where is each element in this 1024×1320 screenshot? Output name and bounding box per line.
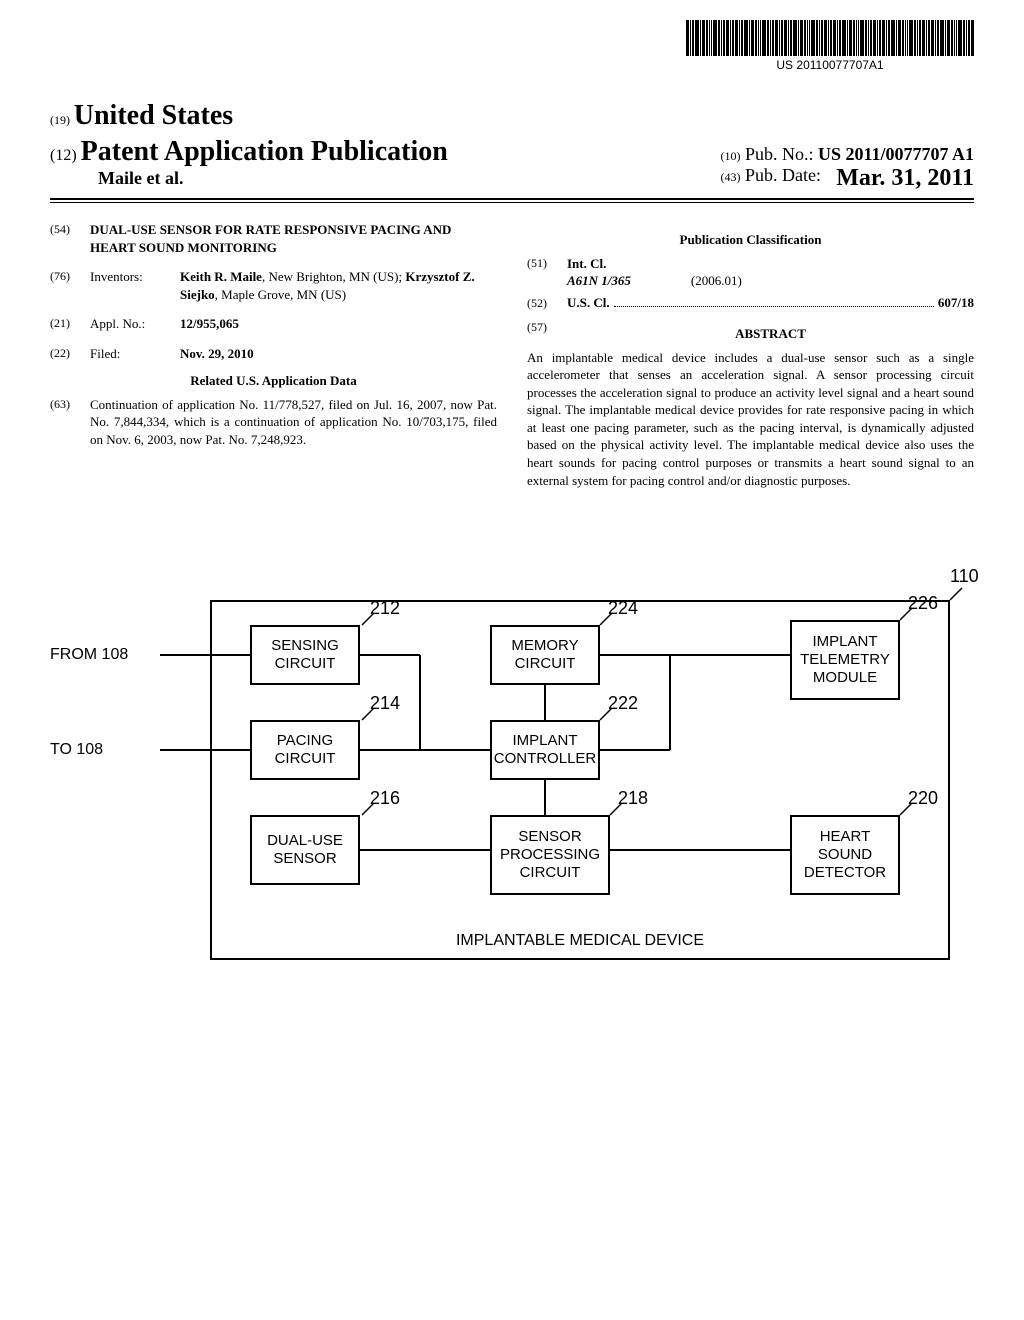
pubdate-label: Pub. Date: [745, 165, 821, 185]
intcl-year: (2006.01) [691, 272, 742, 290]
ref-216: 216 [370, 788, 400, 809]
inventors-code: (76) [50, 268, 90, 303]
from-108-label: FROM 108 [50, 646, 128, 664]
filed-label: Filed: [90, 345, 180, 363]
inventors-label: Inventors: [90, 268, 180, 303]
pubdate: Mar. 31, 2011 [836, 165, 974, 192]
telemetry-module-box: IMPLANT TELEMETRY MODULE [790, 620, 900, 700]
uscl-code: (52) [527, 295, 567, 311]
barcode-text: US 20110077707A1 [686, 58, 974, 72]
rule-thin [50, 202, 974, 203]
ref-224: 224 [608, 598, 638, 619]
intcl-label: Int. Cl. [567, 256, 606, 271]
pub-type: Patent Application Publication [81, 136, 448, 167]
abstract-code: (57) [527, 319, 567, 349]
inventor-1-name: Keith R. Maile [180, 269, 262, 284]
related-head: Related U.S. Application Data [50, 372, 497, 390]
intcl-code: (51) [527, 255, 567, 273]
uscl-value: 607/18 [938, 294, 974, 312]
sensing-circuit-box: SENSING CIRCUIT [250, 625, 360, 685]
ref-222: 222 [608, 693, 638, 714]
abstract-head: ABSTRACT [567, 325, 974, 343]
pubno-label: Pub. No.: [745, 144, 814, 164]
filed: Nov. 29, 2010 [180, 346, 254, 361]
sensor-processing-box: SENSOR PROCESSING CIRCUIT [490, 815, 610, 895]
applno-code: (21) [50, 315, 90, 333]
filed-code: (22) [50, 345, 90, 363]
left-column: (54) DUAL-USE SENSOR FOR RATE RESPONSIVE… [50, 221, 497, 489]
pubno-code: (10) [720, 149, 740, 163]
title-code: (54) [50, 221, 90, 256]
related-text: Continuation of application No. 11/778,5… [90, 396, 497, 449]
intcl-class: A61N 1/365 [567, 272, 631, 290]
header: (19) United States (12) Patent Applicati… [50, 100, 974, 203]
pacing-circuit-box: PACING CIRCUIT [250, 720, 360, 780]
right-column: Publication Classification (51) Int. Cl.… [527, 221, 974, 489]
ref-214: 214 [370, 693, 400, 714]
to-108-label: TO 108 [50, 741, 103, 759]
abstract-body: An implantable medical device includes a… [527, 349, 974, 489]
implant-controller-box: IMPLANT CONTROLLER [490, 720, 600, 780]
ref-218: 218 [618, 788, 648, 809]
authors: Maile et al. [50, 168, 448, 189]
ref-226: 226 [908, 593, 938, 614]
uscl-label: U.S. Cl. [567, 294, 610, 312]
applno-label: Appl. No.: [90, 315, 180, 333]
pubno: US 2011/0077707 A1 [818, 144, 974, 164]
memory-circuit-box: MEMORY CIRCUIT [490, 625, 600, 685]
rule-thick [50, 198, 974, 200]
barcode [686, 20, 974, 56]
applno: 12/955,065 [180, 316, 239, 331]
jurisdiction-code: (19) [50, 113, 70, 127]
inventors-value: Keith R. Maile, New Brighton, MN (US); K… [180, 268, 497, 303]
related-code: (63) [50, 396, 90, 449]
country: United States [74, 100, 233, 131]
heart-sound-detector-box: HEART SOUND DETECTOR [790, 815, 900, 895]
barcode-section: US 20110077707A1 [686, 20, 974, 72]
ref-110: 110 [950, 566, 979, 587]
pubdate-code: (43) [720, 170, 740, 184]
dual-use-sensor-box: DUAL-USE SENSOR [250, 815, 360, 885]
uscl-leader-dots [614, 306, 934, 307]
bibliographic-columns: (54) DUAL-USE SENSOR FOR RATE RESPONSIVE… [50, 221, 974, 489]
ref-212: 212 [370, 598, 400, 619]
pub-type-code: (12) [50, 147, 77, 164]
block-diagram: IMPLANTABLE MEDICAL DEVICE [50, 580, 974, 980]
pubclass-head: Publication Classification [527, 231, 974, 249]
invention-title: DUAL-USE SENSOR FOR RATE RESPONSIVE PACI… [90, 221, 497, 256]
ref-220: 220 [908, 788, 938, 809]
